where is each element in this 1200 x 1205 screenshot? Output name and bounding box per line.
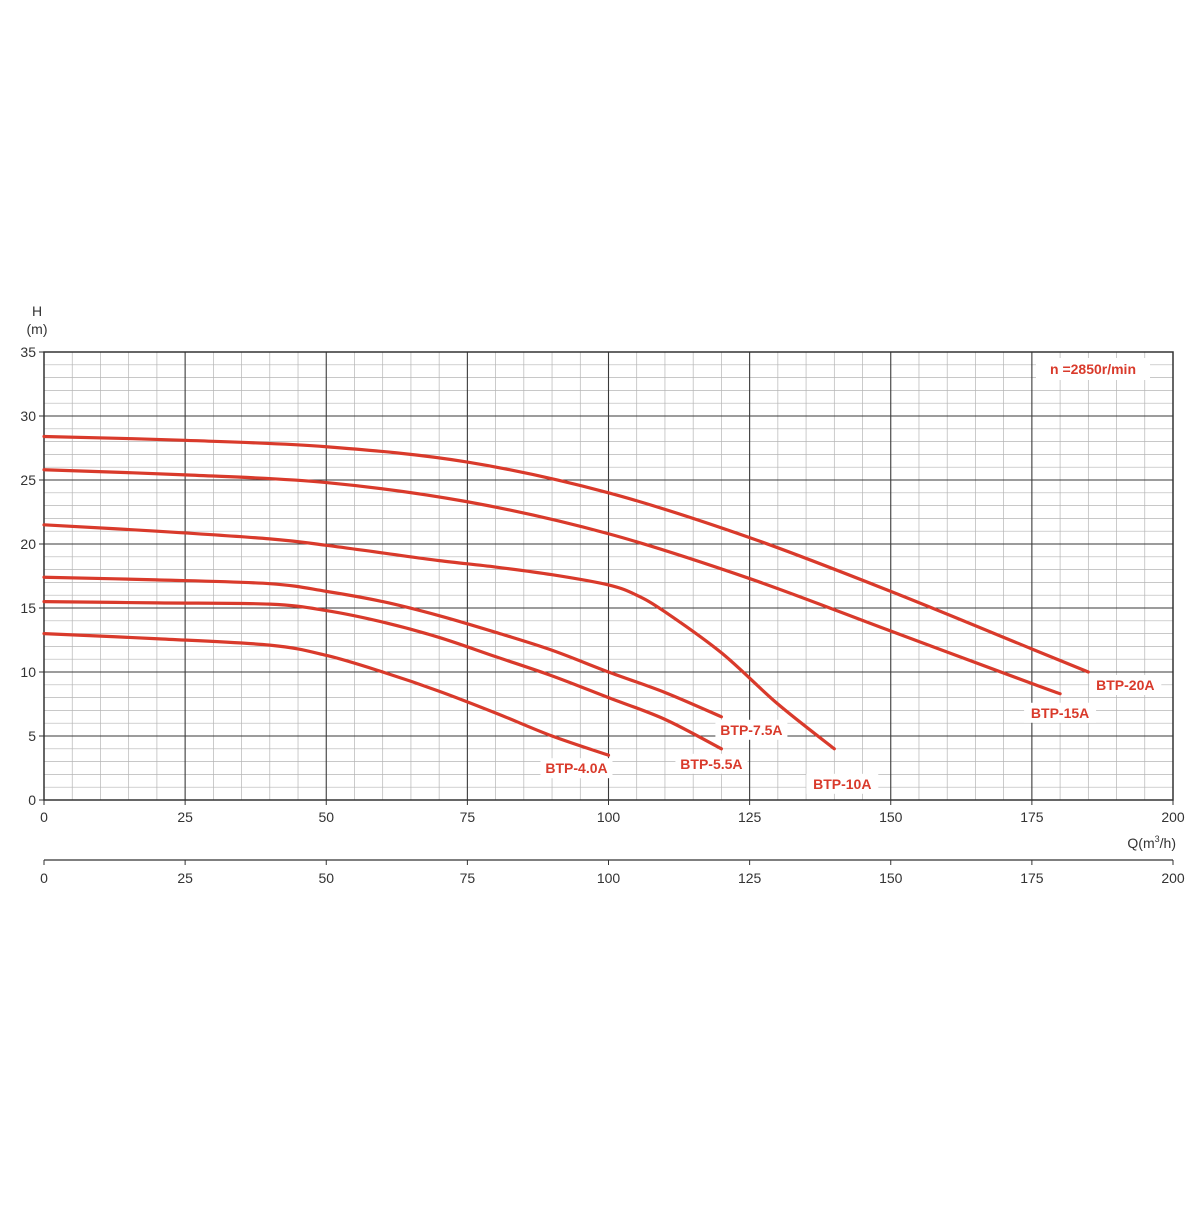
x-tick-label-125: 125: [738, 809, 762, 825]
x-tick-label-0: 0: [40, 809, 48, 825]
x-axis: 0 25 50 75 100 125 150 175 200: [40, 800, 1185, 825]
secondary-x-tick-label-125: 125: [738, 870, 762, 886]
x-tick-label-75: 75: [460, 809, 476, 825]
curve-label-btp-4-0a: BTP-4.0A: [545, 760, 607, 776]
secondary-x-tick-label-50: 50: [318, 870, 334, 886]
curve-label-bg-btp-10a: [806, 773, 879, 794]
speed-note: n =2850r/min: [1050, 361, 1136, 377]
curve-label-btp-10a: BTP-10A: [813, 776, 871, 792]
secondary-x-tick-label-25: 25: [177, 870, 193, 886]
curve-label-bg-btp-5-5a: [675, 753, 748, 774]
curve-btp-15a: [42, 468, 1062, 696]
speed-note-box: [1036, 358, 1150, 380]
y-tick-label-30: 30: [20, 408, 36, 424]
curve-labels: BTP-4.0A BTP-5.5A BTP-7.5A BTP-10A BTP-15A BT…: [540, 675, 1162, 794]
y-tick-label-25: 25: [20, 472, 36, 488]
secondary-x-tick-label-0: 0: [40, 870, 48, 886]
curve-label-bg-btp-4-0a: [540, 758, 613, 779]
curve-label-btp-5-5a: BTP-5.5A: [680, 756, 742, 772]
x-tick-label-175: 175: [1020, 809, 1044, 825]
x-tick-label-150: 150: [879, 809, 903, 825]
x-axis-title-sup: 3: [1155, 834, 1160, 844]
y-axis-title: H: [32, 303, 42, 319]
curve-label-bg-btp-15a: [1024, 702, 1097, 723]
curve-btp-10a: [42, 523, 836, 751]
y-tick-label-15: 15: [20, 600, 36, 616]
x-axis-title-suffix: /h): [1160, 835, 1176, 851]
curve-label-bg-btp-7-5a: [715, 719, 788, 740]
curves: [42, 434, 1090, 757]
secondary-x-tick-label-175: 175: [1020, 870, 1044, 886]
secondary-x-tick-label-150: 150: [879, 870, 903, 886]
secondary-x-tick-label-100: 100: [597, 870, 621, 886]
curve-btp-5-5a: [42, 600, 723, 751]
y-tick-label-35: 35: [20, 344, 36, 360]
x-tick-label-50: 50: [318, 809, 334, 825]
curve-label-btp-7-5a: BTP-7.5A: [720, 722, 782, 738]
secondary-x-tick-label-75: 75: [460, 870, 476, 886]
curve-btp-7-5a: [42, 575, 723, 719]
secondary-x-tick-label-200: 200: [1161, 870, 1185, 886]
curve-label-btp-15a: BTP-15A: [1031, 705, 1089, 721]
x-tick-label-25: 25: [177, 809, 193, 825]
curve-label-bg-btp-20a: [1089, 675, 1162, 695]
y-tick-label-5: 5: [28, 728, 36, 744]
x-tick-label-100: 100: [597, 809, 621, 825]
curve-btp-20a: [42, 434, 1090, 674]
x-axis-title-prefix: Q(m: [1127, 835, 1154, 851]
y-tick-label-20: 20: [20, 536, 36, 552]
x-tick-label-200: 200: [1161, 809, 1185, 825]
y-tick-label-10: 10: [20, 664, 36, 680]
secondary-x-axis: 0 25 50 75 100 125 150 175 200: [40, 859, 1185, 886]
y-axis-unit: (m): [27, 321, 48, 337]
y-tick-label-0: 0: [28, 792, 36, 808]
curve-label-btp-20a: BTP-20A: [1096, 677, 1154, 693]
curve-btp-4-0a: [42, 632, 611, 757]
y-axis: 0 5 10 15 20 25 30 35: [20, 344, 44, 808]
x-axis-title: Q(m3/h): [1127, 834, 1176, 851]
